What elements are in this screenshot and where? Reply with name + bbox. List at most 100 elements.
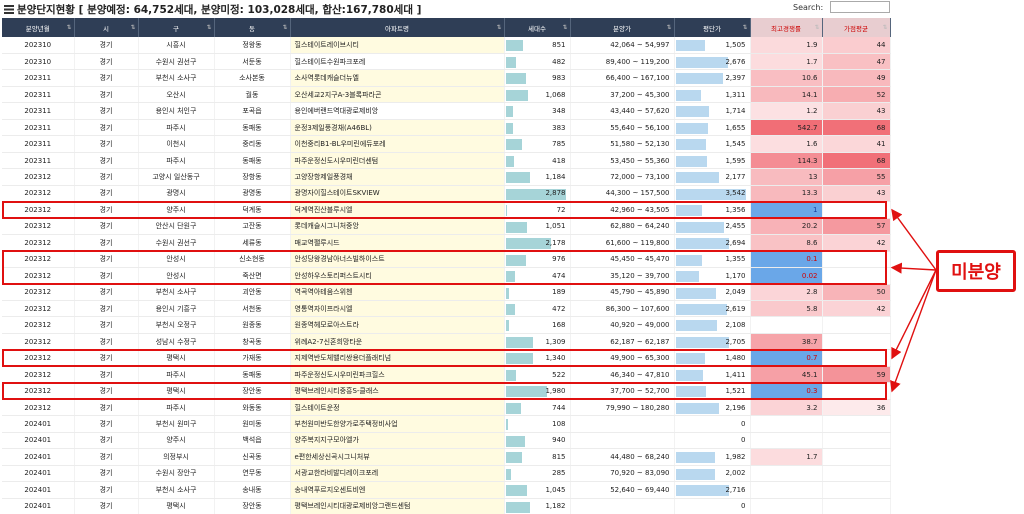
price-per-area-bar bbox=[675, 485, 730, 497]
cell-year-month: 202401 bbox=[2, 465, 75, 483]
cell-dong: 백석읍 bbox=[214, 432, 291, 450]
table-row[interactable]: 202312 경기 평택시 장안동 평택브레인시티중흥S-클래스 1,980 37,700 … bbox=[2, 382, 891, 400]
table-row[interactable]: 202311 경기 부천시 소사구 소사본동 소사역롯데캐슬더뉴엘 983 66,400 ~… bbox=[2, 69, 891, 87]
column-header-9[interactable]: 가점평균 ⇅ bbox=[822, 18, 891, 37]
table-row[interactable]: 202312 경기 파주시 동패동 파주운정신도시우미린파크힐스 522 46,340 ~ … bbox=[2, 366, 891, 384]
search-input[interactable] bbox=[830, 1, 890, 13]
price-per-area-bar bbox=[675, 106, 710, 118]
table-row[interactable]: 202312 경기 용인시 기흥구 서천동 영통역자이프라시엘 472 86,300 ~ 1… bbox=[2, 300, 891, 318]
cell-price-per-area: 1,505 bbox=[674, 37, 751, 54]
table-row[interactable]: 202312 경기 광명시 광명동 광명자이힐스테이트SKVIEW 2,878 44,300… bbox=[2, 185, 891, 203]
column-header-7[interactable]: 평단가 ⇅ bbox=[674, 18, 751, 37]
apartment-table: 분양년월 ⇅ 시 ⇅ 구 ⇅ 동 ⇅ 아파트명 ⇅ 세대수 ⇅ 분양가 ⇅ 평단가 ⇅ 최고경쟁률 ⇅ 가점평균 ⇅ … bbox=[2, 18, 891, 514]
table-row[interactable]: 202401 경기 수원시 장안구 연무동 서광교한라비발디레이크포레 285 70,920… bbox=[2, 465, 891, 483]
table-row[interactable]: 202312 경기 안산시 단원구 고잔동 롯데캐슬시그니처중앙 1,051 62,880 … bbox=[2, 218, 891, 236]
price-per-area-value: 1,505 bbox=[725, 40, 746, 49]
cell-avg-score: 42 bbox=[822, 234, 891, 252]
column-header-5[interactable]: 세대수 ⇅ bbox=[504, 18, 571, 37]
cell-price-range: 42,064 ~ 54,997 bbox=[570, 37, 675, 54]
column-header-0[interactable]: 분양년월 ⇅ bbox=[2, 18, 75, 37]
cell-units: 1,068 bbox=[504, 86, 571, 104]
cell-district: 용인시 처인구 bbox=[138, 102, 215, 120]
cell-units: 383 bbox=[504, 119, 571, 137]
column-header-6[interactable]: 분양가 ⇅ bbox=[570, 18, 675, 37]
table-row[interactable]: 202312 경기 고양시 일산동구 장항동 고양장항제일풍경채 1,184 72,000 … bbox=[2, 168, 891, 186]
price-per-area-value: 1,521 bbox=[725, 387, 746, 396]
column-header-2[interactable]: 구 ⇅ bbox=[138, 18, 215, 37]
cell-year-month: 202310 bbox=[2, 37, 75, 54]
cell-max-competition bbox=[750, 316, 823, 334]
cell-max-competition: 8.6 bbox=[750, 234, 823, 252]
table-row[interactable]: 202312 경기 안성시 신소현동 안성당왕경남아너스빌하이스트 976 45,450 ~… bbox=[2, 251, 891, 269]
cell-apartment-name: 양주복지지구모아엘가 bbox=[290, 432, 505, 450]
units-bar bbox=[505, 254, 526, 266]
sort-icon: ⇅ bbox=[496, 24, 502, 31]
table-row[interactable]: 202311 경기 용인시 처인구 포곡읍 용인에버랜드역대광로제비앙 348 43,440… bbox=[2, 102, 891, 120]
cell-dong: 괴안동 bbox=[214, 284, 291, 302]
cell-dong: 원미동 bbox=[214, 415, 291, 433]
price-per-area-value: 2,049 bbox=[725, 288, 746, 297]
units-bar bbox=[505, 452, 523, 464]
cell-district: 이천시 bbox=[138, 135, 215, 153]
cell-price-per-area: 2,619 bbox=[674, 300, 751, 318]
column-header-label: 분양년월 bbox=[25, 24, 50, 33]
cell-apartment-name: 원종역헤모로아스트라 bbox=[290, 316, 505, 334]
table-row[interactable]: 202312 경기 부천시 오정구 원종동 원종역헤모로아스트라 168 40,920 ~ … bbox=[2, 316, 891, 334]
table-row[interactable]: 202401 경기 평택시 장안동 평택브레인시티대광로제비앙그랜드센텀 1,182 0 bbox=[2, 498, 891, 514]
table-row[interactable]: 202311 경기 파주시 동패동 파주운정신도시우미린더센텀 418 53,450 ~ 5… bbox=[2, 152, 891, 170]
table-row[interactable]: 202311 경기 이천시 중리동 이천중리B1-BL우미린에듀포레 785 51,580 … bbox=[2, 135, 891, 153]
table-row[interactable]: 202312 경기 평택시 가재동 지제역반도체밸리쌍용더플래티넘 1,340 49,900… bbox=[2, 349, 891, 367]
cell-price-per-area: 2,196 bbox=[674, 399, 751, 417]
cell-avg-score: 47 bbox=[822, 53, 891, 71]
table-row[interactable]: 202401 경기 부천시 소사구 송내동 송내역푸르지오센트비엔 1,045 52,640… bbox=[2, 481, 891, 499]
price-per-area-bar bbox=[675, 89, 702, 101]
cell-dong: 동패동 bbox=[214, 152, 291, 170]
cell-district: 부천시 소사구 bbox=[138, 481, 215, 499]
cell-apartment-name: 힐스테이트운정 bbox=[290, 399, 505, 417]
price-per-area-bar bbox=[675, 271, 699, 283]
cell-units: 851 bbox=[504, 37, 571, 54]
cell-apartment-name: 부천원미반도한양가로주택정비사업 bbox=[290, 415, 505, 433]
cell-max-competition bbox=[750, 432, 823, 450]
table-row[interactable]: 202312 경기 부천시 소사구 괴안동 역곡역아테움스위첸 189 45,790 ~ 4… bbox=[2, 284, 891, 302]
table-row[interactable]: 202310 경기 수원시 권선구 서둔동 힐스테이트수원파크포레 482 89,400 ~… bbox=[2, 53, 891, 71]
cell-price-range bbox=[570, 432, 675, 450]
units-bar bbox=[505, 221, 528, 233]
table-row[interactable]: 202312 경기 안성시 죽산면 안성하우스토리퍼스트시티 474 35,120 ~ 39… bbox=[2, 267, 891, 285]
cell-max-competition: 114.3 bbox=[750, 152, 823, 170]
units-bar bbox=[505, 353, 534, 365]
table-row[interactable]: 202311 경기 파주시 동패동 운정3제일풍경채(A46BL) 383 55,640 ~… bbox=[2, 119, 891, 137]
cell-avg-score: 52 bbox=[822, 86, 891, 104]
cell-year-month: 202312 bbox=[2, 185, 75, 203]
cell-apartment-name: 파주운정신도시우미린파크힐스 bbox=[290, 366, 505, 384]
units-bar bbox=[505, 485, 528, 497]
table-row[interactable]: 202312 경기 수원시 권선구 세류동 매교역팰루시드 2,178 61,600 ~ 1… bbox=[2, 234, 891, 252]
column-header-8[interactable]: 최고경쟁률 ⇅ bbox=[750, 18, 823, 37]
cell-avg-score bbox=[822, 251, 891, 269]
price-per-area-value: 2,196 bbox=[725, 403, 746, 412]
cell-max-competition: 1 bbox=[750, 201, 823, 219]
cell-apartment-name: 위례A2-7신혼희망타운 bbox=[290, 333, 505, 351]
table-row[interactable]: 202312 경기 성남시 수정구 창곡동 위례A2-7신혼희망타운 1,309 62,18… bbox=[2, 333, 891, 351]
column-header-4[interactable]: 아파트명 ⇅ bbox=[290, 18, 505, 37]
table-row[interactable]: 202311 경기 오산시 궐동 오산세교2지구A-3블록파라곤 1,068 37,200 … bbox=[2, 86, 891, 104]
cell-dong: 창곡동 bbox=[214, 333, 291, 351]
cell-price-range: 86,300 ~ 107,600 bbox=[570, 300, 675, 318]
table-row[interactable]: 202401 경기 의정부시 신곡동 e편한세상신곡시그니처뷰 815 44,480 ~ 6… bbox=[2, 448, 891, 466]
cell-province: 경기 bbox=[74, 498, 139, 514]
sort-icon: ⇅ bbox=[282, 24, 288, 31]
table-row[interactable]: 202310 경기 시흥시 정왕동 힐스테이트레이브시티 851 42,064 ~ 54,9… bbox=[2, 37, 891, 54]
cell-price-per-area: 1,595 bbox=[674, 152, 751, 170]
page-title: 분양단지현황 [ 분양예정: 64,752세대, 분양미정: 103,028세대… bbox=[4, 2, 421, 17]
cell-year-month: 202401 bbox=[2, 432, 75, 450]
table-row[interactable]: 202312 경기 파주시 와동동 힐스테이트운정 744 79,990 ~ 180,280… bbox=[2, 399, 891, 417]
table-row[interactable]: 202401 경기 양주시 백석읍 양주복지지구모아엘가 940 0 bbox=[2, 432, 891, 450]
column-header-3[interactable]: 동 ⇅ bbox=[214, 18, 291, 37]
cell-max-competition: 38.7 bbox=[750, 333, 823, 351]
cell-avg-score: 55 bbox=[822, 168, 891, 186]
column-header-1[interactable]: 시 ⇅ bbox=[74, 18, 139, 37]
price-per-area-bar bbox=[675, 369, 704, 381]
cell-dong: 송내동 bbox=[214, 481, 291, 499]
cell-province: 경기 bbox=[74, 448, 139, 466]
table-row[interactable]: 202401 경기 부천시 원미구 원미동 부천원미반도한양가로주택정비사업 108 0 bbox=[2, 415, 891, 433]
